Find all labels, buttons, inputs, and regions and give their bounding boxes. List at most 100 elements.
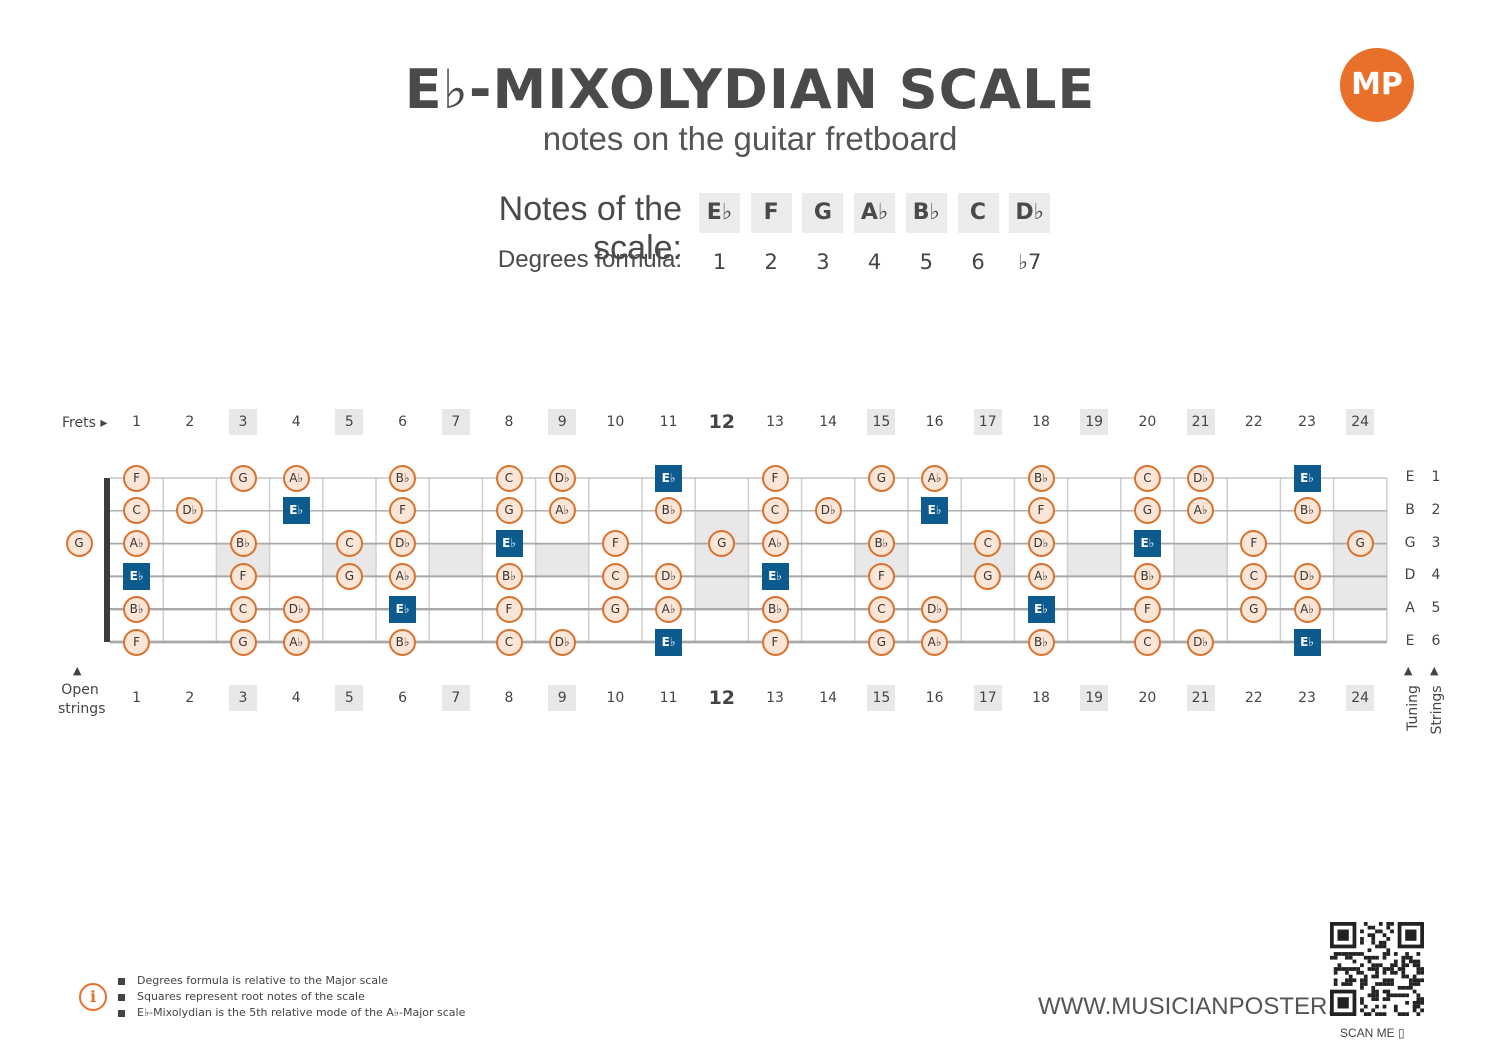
root-note: E♭ [495,530,523,558]
fret-number-bottom: 14 [819,690,838,706]
scale-note-marker: C [1133,464,1161,492]
fret-number-bottom: 24 [1346,685,1375,711]
scale-note-marker: A♭ [921,464,949,492]
root-note: E♭ [1027,595,1055,623]
string-number: 3 [1431,534,1441,551]
arrow-up-icon: ▲ [1404,664,1413,677]
scale-degree: 5 [919,250,933,274]
fret-number-bottom: 2 [185,690,195,706]
root-note: E♭ [761,562,789,590]
fret-number-top: 2 [185,414,195,430]
string-tuning: E [1405,633,1415,649]
scale-note-marker: A♭ [1293,595,1321,623]
fret-number-bottom: 18 [1032,690,1050,706]
scale-note-marker: A♭ [761,530,789,558]
root-note: E♭ [1293,628,1321,656]
scale-note-marker: F [761,464,789,492]
fret-number-bottom: 12 [708,687,736,709]
fret-number-top: 11 [659,414,678,430]
scale-note-marker: D♭ [548,464,576,492]
scale-degree: 4 [867,250,882,274]
scale-note-marker: G [1346,530,1374,558]
fret-number-top: 17 [973,409,1002,435]
string-tuning: D [1404,567,1416,584]
info-icon: i [79,983,107,1011]
scale-note-marker: B♭ [1027,628,1055,656]
musician-poster-logo[interactable]: MP [1340,48,1414,122]
scale-note-marker: C [761,497,789,525]
scale-note-marker: G [335,562,363,590]
fret-number-top: 21 [1186,409,1215,435]
fret-number-bottom: 8 [504,690,514,706]
fret-number-top: 12 [708,411,736,433]
fret-number-bottom: 22 [1244,690,1263,706]
string-tuning: B [1405,501,1415,518]
fret-number-bottom: 11 [659,690,678,706]
string-number: 4 [1431,567,1441,584]
string-number: 1 [1431,469,1441,485]
scale-note: F [750,193,792,233]
scale-degree: 1 [712,250,727,274]
scale-note-marker: A♭ [548,497,576,525]
scale-note: A♭ [854,193,896,233]
footer-note: Squares represent root notes of the scal… [118,990,465,1003]
fret-inlay [1333,510,1387,610]
nut [104,478,110,642]
fret-number-bottom: 1 [132,690,142,706]
notes-of-scale-label: Notes of the scale: [498,190,682,267]
scale-note-marker: B♭ [1293,497,1321,525]
scale-note-marker: G [867,628,895,656]
fret-number-top: 3 [229,409,257,435]
fret-number-bottom: 6 [398,690,408,706]
scale-note-marker: B♭ [761,595,789,623]
page-title: E♭-MIXOLYDIAN SCALE [404,58,1096,121]
degrees-formula-label: Degrees formula: [497,246,682,273]
scale-note-marker: C [495,464,523,492]
fret-number-bottom: 17 [973,685,1002,711]
fret-number-bottom: 10 [606,690,625,706]
scale-note-marker: F [389,497,417,525]
phone-icon: ▯ [1398,1026,1405,1040]
scale-note-marker: F [761,628,789,656]
fret-number-top: 18 [1032,414,1050,430]
fret-number-bottom: 5 [335,685,364,711]
fret-number-top: 16 [925,414,944,430]
qr-code-icon[interactable] [1330,922,1424,1016]
scale-note-marker: F [123,464,151,492]
scale-note-marker: G [495,497,523,525]
scale-note: D♭ [1009,193,1051,233]
fret-number-top: 13 [766,414,784,430]
scale-note-marker: G [229,464,257,492]
scale-note-marker: B♭ [1133,562,1161,590]
scale-note-marker: C [867,595,895,623]
root-note: E♭ [1133,530,1161,558]
scale-note-marker: B♭ [867,530,895,558]
scale-note: G [802,193,844,233]
scale-note-marker: D♭ [1027,530,1055,558]
scale-note: B♭ [905,193,947,233]
scale-note-marker: A♭ [389,562,417,590]
fret-number-bottom: 20 [1138,690,1157,706]
scale-note-marker: G [974,562,1002,590]
frets-label: Frets ▸ [62,415,108,431]
fret-number-top: 7 [441,409,470,435]
string-number: 6 [1431,633,1441,649]
scale-note-marker: B♭ [389,464,417,492]
scale-note-marker: D♭ [548,628,576,656]
scale-note-marker: B♭ [1027,464,1055,492]
scale-note-marker: C [229,595,257,623]
scale-note-marker: B♭ [123,595,151,623]
scale-note-marker: A♭ [282,628,310,656]
fret-number-bottom: 19 [1080,685,1109,711]
fret-number-bottom: 15 [867,685,896,711]
fret-inlay [695,510,749,610]
scale-note-marker: G [708,530,736,558]
scale-degree: 3 [816,250,830,274]
fret-number-top: 4 [291,414,301,430]
scale-note-marker: F [1027,497,1055,525]
scale-note-marker: C [1133,628,1161,656]
scale-note-marker: D♭ [1187,628,1215,656]
scale-note-marker: G [867,464,895,492]
string-number: 5 [1431,600,1441,617]
